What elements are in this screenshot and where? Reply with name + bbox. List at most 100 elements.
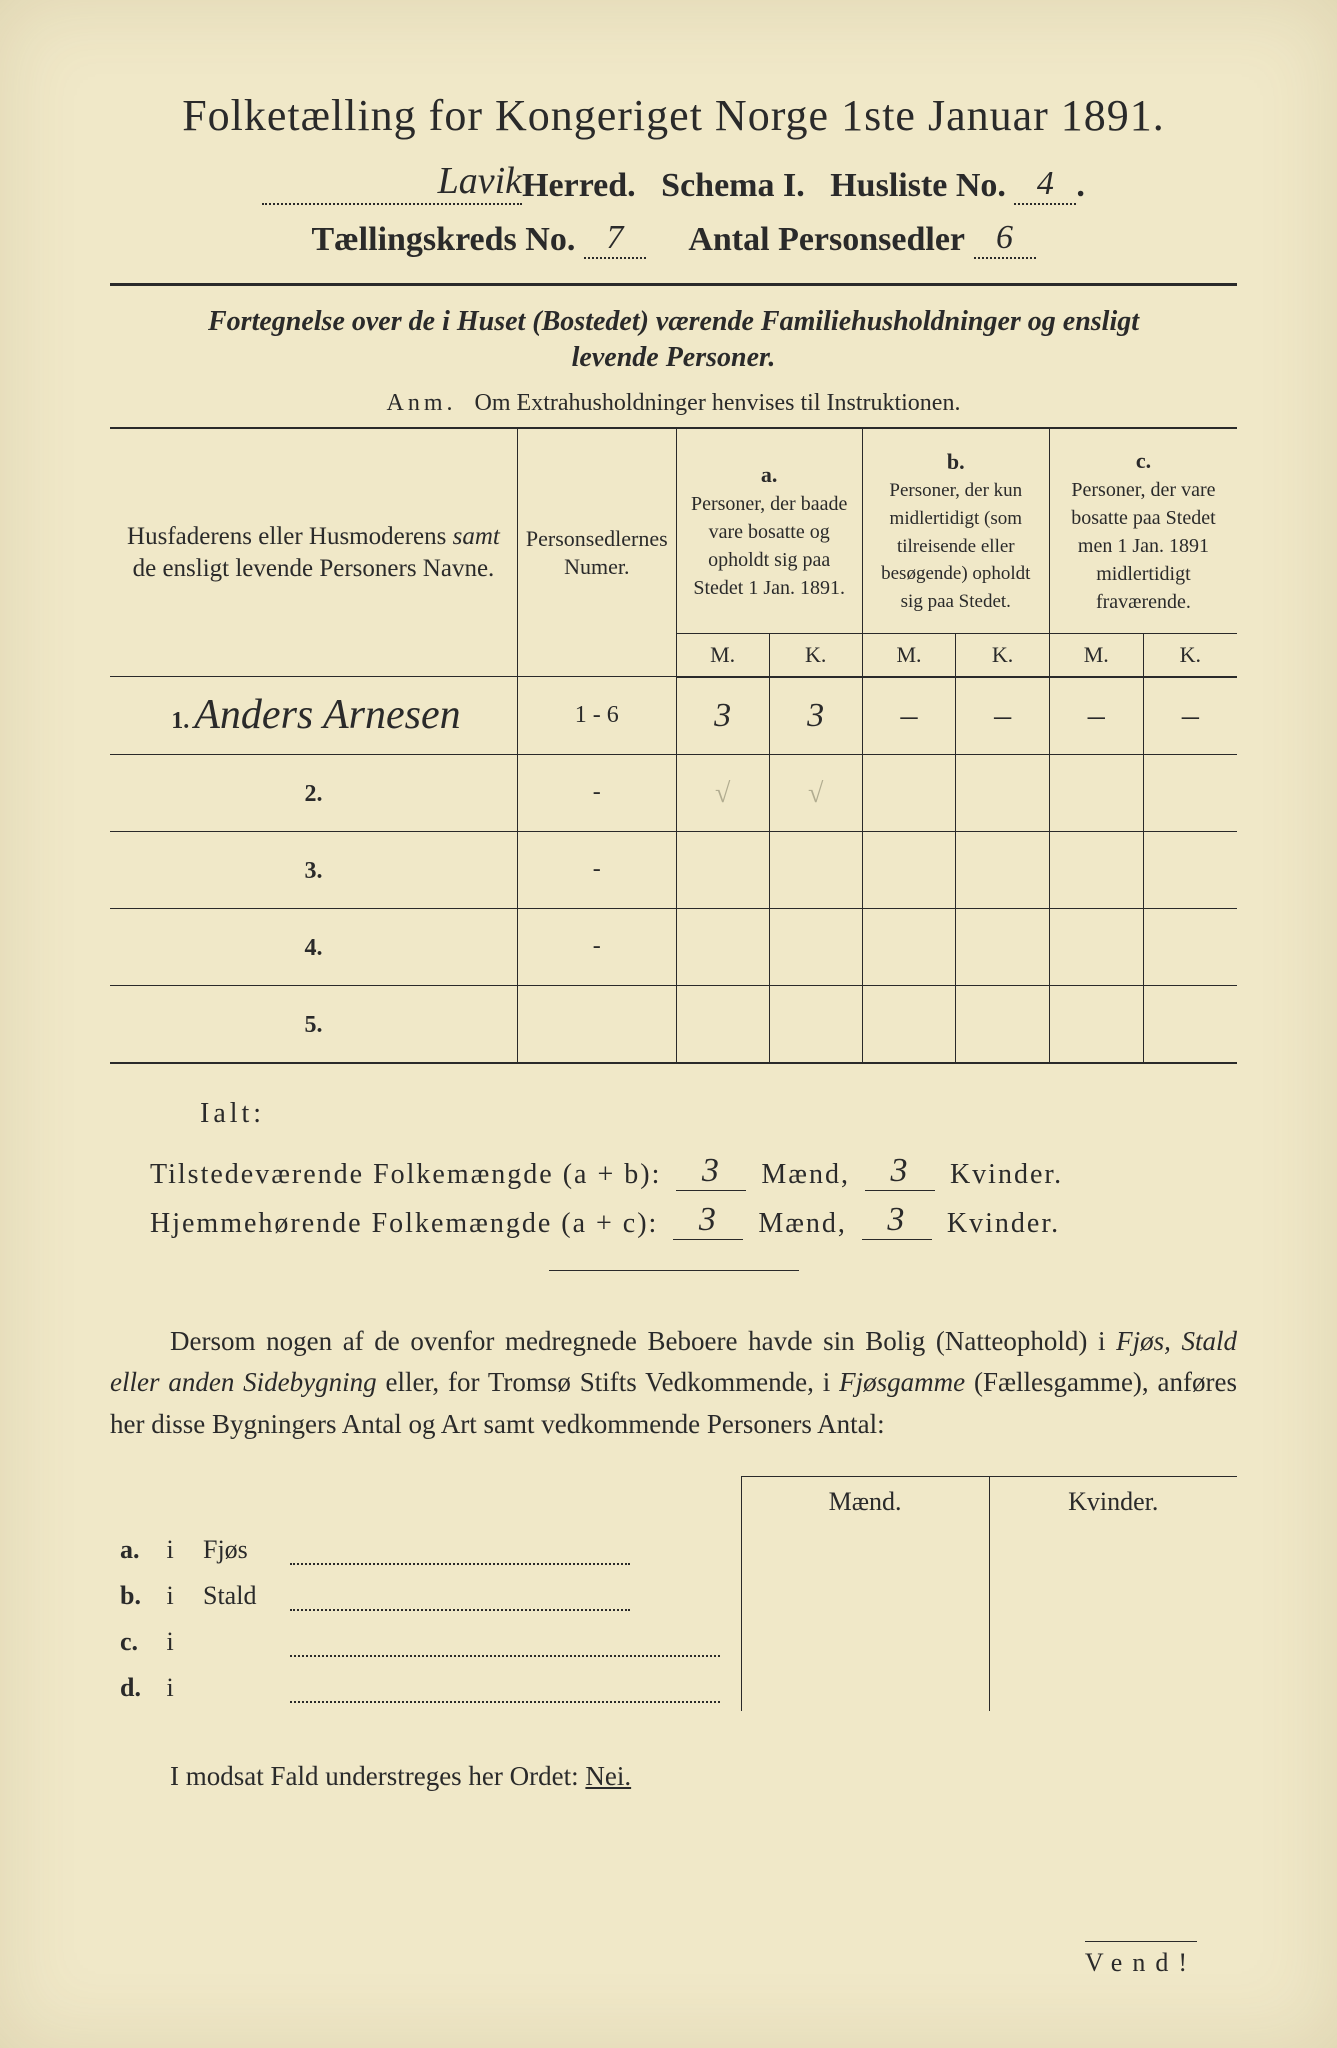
name-cell: 3. bbox=[110, 831, 517, 908]
herred-field: Lavik bbox=[262, 159, 522, 205]
col-c-k: K. bbox=[1143, 633, 1237, 677]
value-cell bbox=[676, 908, 769, 985]
value-cell bbox=[1143, 754, 1237, 831]
value-cell bbox=[769, 908, 862, 985]
building-label-cell: c. i bbox=[110, 1619, 741, 1665]
table-row: 5. bbox=[110, 985, 1237, 1063]
value-cell bbox=[1049, 908, 1143, 985]
vend-label: Vend! bbox=[1085, 1941, 1197, 1978]
value-cell bbox=[956, 985, 1050, 1063]
building-label-cell: a. i Fjøs bbox=[110, 1527, 741, 1573]
table-row: 1.Anders Arnesen1 - 633–––– bbox=[110, 677, 1237, 755]
section-underline bbox=[549, 1270, 799, 1271]
value-cell bbox=[956, 908, 1050, 985]
value-cell: √ bbox=[676, 754, 769, 831]
num-cell bbox=[517, 985, 676, 1063]
herred-label: Herred. bbox=[522, 167, 636, 204]
value-cell bbox=[862, 985, 956, 1063]
footer-text: I modsat Fald understreges her Ordet: bbox=[170, 1761, 579, 1791]
header-line-2: LavikHerred. Schema I. Husliste No. 4. bbox=[110, 159, 1237, 205]
nei-word: Nei. bbox=[585, 1761, 631, 1791]
value-cell bbox=[862, 831, 956, 908]
value-cell bbox=[1143, 985, 1237, 1063]
col-c-m: M. bbox=[1049, 633, 1143, 677]
building-row: b. i Stald bbox=[110, 1573, 1237, 1619]
building-row: d. i bbox=[110, 1665, 1237, 1711]
kreds-no: 7 bbox=[584, 219, 646, 259]
maend-label-2: Mænd, bbox=[758, 1208, 847, 1239]
building-k-cell bbox=[989, 1665, 1237, 1711]
header-line-3: Tællingskreds No. 7 Antal Personsedler 6 bbox=[110, 219, 1237, 259]
num-cell: 1 - 6 bbox=[517, 677, 676, 755]
value-cell: – bbox=[1143, 677, 1237, 755]
building-row: a. i Fjøs bbox=[110, 1527, 1237, 1573]
kreds-label: Tællingskreds No. bbox=[311, 221, 575, 258]
col-header-name: Husfaderens eller Husmoderens samt de en… bbox=[110, 428, 517, 677]
name-cell: 5. bbox=[110, 985, 517, 1063]
value-cell bbox=[862, 754, 956, 831]
census-form-page: Folketælling for Kongeriget Norge 1ste J… bbox=[0, 0, 1337, 2048]
sum-line-2: Hjemmehørende Folkemængde (a + c): 3 Mæn… bbox=[150, 1201, 1237, 1240]
col-a-k: K. bbox=[769, 633, 862, 677]
col-a-m: M. bbox=[676, 633, 769, 677]
value-cell bbox=[676, 985, 769, 1063]
building-k-cell bbox=[989, 1527, 1237, 1573]
name-cell: 4. bbox=[110, 908, 517, 985]
bh-maend: Mænd. bbox=[741, 1477, 989, 1528]
value-cell bbox=[862, 908, 956, 985]
subtitle-line1: Fortegnelse over de i Huset (Bostedet) v… bbox=[110, 306, 1237, 338]
value-cell bbox=[956, 831, 1050, 908]
value-cell bbox=[956, 754, 1050, 831]
col-header-b: b. Personer, der kun midlertidigt (som t… bbox=[862, 428, 1049, 633]
value-cell: 3 bbox=[769, 677, 862, 755]
num-cell: - bbox=[517, 831, 676, 908]
antal-no: 6 bbox=[974, 219, 1036, 259]
value-cell bbox=[676, 831, 769, 908]
col-b-m: M. bbox=[862, 633, 956, 677]
main-title: Folketælling for Kongeriget Norge 1ste J… bbox=[110, 90, 1237, 141]
col-header-num: Personsedlernes Numer. bbox=[517, 428, 676, 677]
value-cell bbox=[769, 831, 862, 908]
building-row: c. i bbox=[110, 1619, 1237, 1665]
anm-text: Om Extrahusholdninger henvises til Instr… bbox=[475, 390, 961, 416]
name-cell: 1.Anders Arnesen bbox=[110, 677, 517, 755]
sum1-m: 3 bbox=[676, 1152, 746, 1191]
building-label-cell: d. i bbox=[110, 1665, 741, 1711]
col-b-k: K. bbox=[956, 633, 1050, 677]
name-cell: 2. bbox=[110, 754, 517, 831]
maend-label: Mænd, bbox=[761, 1159, 850, 1190]
building-m-cell bbox=[741, 1573, 989, 1619]
building-k-cell bbox=[989, 1619, 1237, 1665]
value-cell bbox=[769, 985, 862, 1063]
bh-kvinder: Kvinder. bbox=[989, 1477, 1237, 1528]
building-m-cell bbox=[741, 1619, 989, 1665]
sum2-label: Hjemmehørende Folkemængde (a + c): bbox=[150, 1208, 658, 1239]
schema-label: Schema I. bbox=[661, 167, 805, 204]
sum1-k: 3 bbox=[865, 1152, 935, 1191]
sum1-label: Tilstedeværende Folkemængde (a + b): bbox=[150, 1159, 661, 1190]
value-cell bbox=[1049, 985, 1143, 1063]
kvinder-label: Kvinder. bbox=[950, 1159, 1063, 1190]
num-cell: - bbox=[517, 908, 676, 985]
table-row: 3.- bbox=[110, 831, 1237, 908]
building-m-cell bbox=[741, 1665, 989, 1711]
value-cell bbox=[1049, 754, 1143, 831]
table-row: 4.- bbox=[110, 908, 1237, 985]
herred-handwritten: Lavik bbox=[438, 160, 522, 202]
building-label-cell: b. i Stald bbox=[110, 1573, 741, 1619]
value-cell: – bbox=[862, 677, 956, 755]
building-table: Mænd. Kvinder. a. i Fjøs b. i Stald c. i… bbox=[110, 1476, 1237, 1711]
divider-rule bbox=[110, 283, 1237, 286]
value-cell bbox=[1049, 831, 1143, 908]
anm-prefix: Anm. bbox=[387, 390, 457, 416]
husliste-label: Husliste No. bbox=[830, 167, 1006, 204]
antal-label: Antal Personsedler bbox=[688, 221, 965, 258]
value-cell bbox=[1143, 831, 1237, 908]
num-cell: - bbox=[517, 754, 676, 831]
anm-line: Anm. Om Extrahusholdninger henvises til … bbox=[110, 390, 1237, 417]
household-table: Husfaderens eller Husmoderens samt de en… bbox=[110, 427, 1237, 1064]
value-cell: – bbox=[956, 677, 1050, 755]
sum2-k: 3 bbox=[862, 1201, 932, 1240]
husliste-no: 4 bbox=[1014, 165, 1076, 205]
value-cell bbox=[1143, 908, 1237, 985]
